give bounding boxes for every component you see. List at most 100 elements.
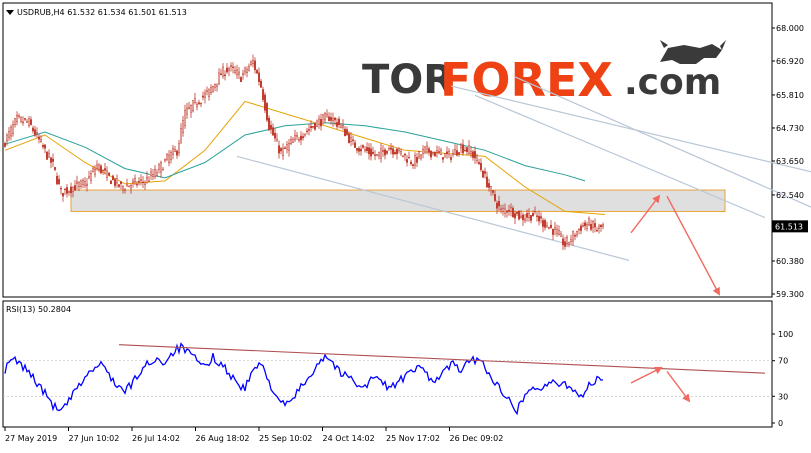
price-candle	[252, 60, 254, 65]
price-candle	[166, 153, 168, 161]
price-candle	[338, 118, 340, 125]
price-candle	[172, 148, 174, 155]
price-candle	[160, 162, 162, 173]
price-candle	[590, 223, 592, 230]
price-candle	[572, 231, 574, 242]
price-candle	[532, 213, 534, 217]
price-candle	[496, 202, 498, 209]
price-candle	[464, 150, 466, 152]
price-candle	[302, 136, 304, 139]
price-candle	[138, 180, 140, 183]
rsi-y-tick-label: 30	[778, 392, 788, 401]
price-candle	[54, 167, 56, 170]
price-candle	[10, 126, 12, 137]
price-candle	[404, 153, 406, 156]
price-candle	[430, 150, 432, 158]
price-candle	[390, 147, 392, 150]
price-candle	[548, 226, 550, 229]
price-candle	[246, 69, 248, 73]
price-candle	[68, 191, 70, 193]
price-candle	[196, 104, 198, 108]
price-candle	[366, 147, 368, 152]
price-candle	[108, 172, 110, 176]
price-candle	[272, 127, 274, 136]
price-series-group	[4, 54, 604, 251]
price-candle	[102, 169, 104, 172]
price-candle	[242, 73, 244, 75]
price-candle	[554, 227, 556, 230]
price-candle	[468, 145, 470, 154]
channel-line	[450, 85, 811, 173]
price-candle	[258, 72, 260, 83]
price-candle	[542, 220, 544, 227]
price-candle	[470, 151, 472, 155]
price-candle	[472, 151, 474, 158]
price-candle	[498, 201, 500, 207]
price-candle	[416, 157, 418, 163]
price-candle	[80, 180, 82, 187]
price-candle	[296, 135, 298, 137]
price-candle	[240, 77, 242, 83]
x-tick-label: 27 May 2019	[5, 434, 57, 443]
x-tick-label: 26 Jul 14:02	[132, 434, 180, 443]
price-candle	[280, 148, 282, 152]
price-candle	[254, 60, 256, 70]
price-candle	[236, 69, 238, 76]
price-candle	[194, 98, 196, 103]
price-candle	[412, 164, 414, 166]
price-candle	[442, 157, 444, 160]
price-candle	[322, 114, 324, 125]
price-candle	[182, 120, 184, 133]
price-candle	[584, 222, 586, 227]
x-tick-label: 26 Dec 09:02	[450, 434, 504, 443]
price-candle	[70, 186, 72, 194]
price-candle	[26, 121, 28, 123]
price-candle	[350, 137, 352, 142]
price-candle	[312, 126, 314, 128]
price-candle	[432, 152, 434, 154]
price-candle	[538, 215, 540, 222]
price-candle	[376, 154, 378, 156]
price-candle	[90, 172, 92, 181]
price-candle	[204, 92, 206, 98]
rsi-y-tick-label: 100	[778, 330, 793, 339]
price-candle	[202, 95, 204, 98]
price-candle	[114, 179, 116, 186]
price-candle	[94, 168, 96, 175]
price-candle	[288, 143, 290, 151]
price-candle	[146, 176, 148, 180]
price-candle	[48, 152, 50, 158]
price-candle	[78, 182, 80, 187]
price-candle	[292, 139, 294, 143]
price-candle	[478, 162, 480, 164]
price-candle	[540, 216, 542, 219]
price-candle	[176, 150, 178, 156]
rsi-trend-group	[118, 344, 766, 374]
current-price-label: 61.513	[775, 222, 803, 231]
price-candle	[300, 135, 302, 141]
price-candle	[178, 143, 180, 153]
price-candle	[248, 66, 250, 71]
price-candle	[506, 210, 508, 213]
price-candle	[304, 133, 306, 136]
rsi-y-axis: 100 70 30 0	[772, 330, 793, 428]
price-candle	[600, 224, 602, 227]
price-candle	[106, 170, 108, 178]
price-candle	[42, 145, 44, 148]
price-candle	[406, 159, 408, 163]
price-candle	[86, 183, 88, 186]
price-candle	[140, 179, 142, 181]
price-candle	[418, 151, 420, 158]
price-candle	[436, 150, 438, 153]
bull-logo-icon	[660, 40, 726, 64]
price-candle	[84, 181, 86, 186]
forecast-arrow	[666, 195, 720, 296]
price-candle	[150, 171, 152, 176]
price-candle	[284, 147, 286, 149]
price-candle	[474, 151, 476, 159]
price-forecast-arrows-group	[630, 194, 720, 296]
price-candle	[328, 116, 330, 122]
price-candle	[136, 183, 138, 186]
price-candle	[126, 184, 128, 187]
price-candle	[174, 149, 176, 152]
